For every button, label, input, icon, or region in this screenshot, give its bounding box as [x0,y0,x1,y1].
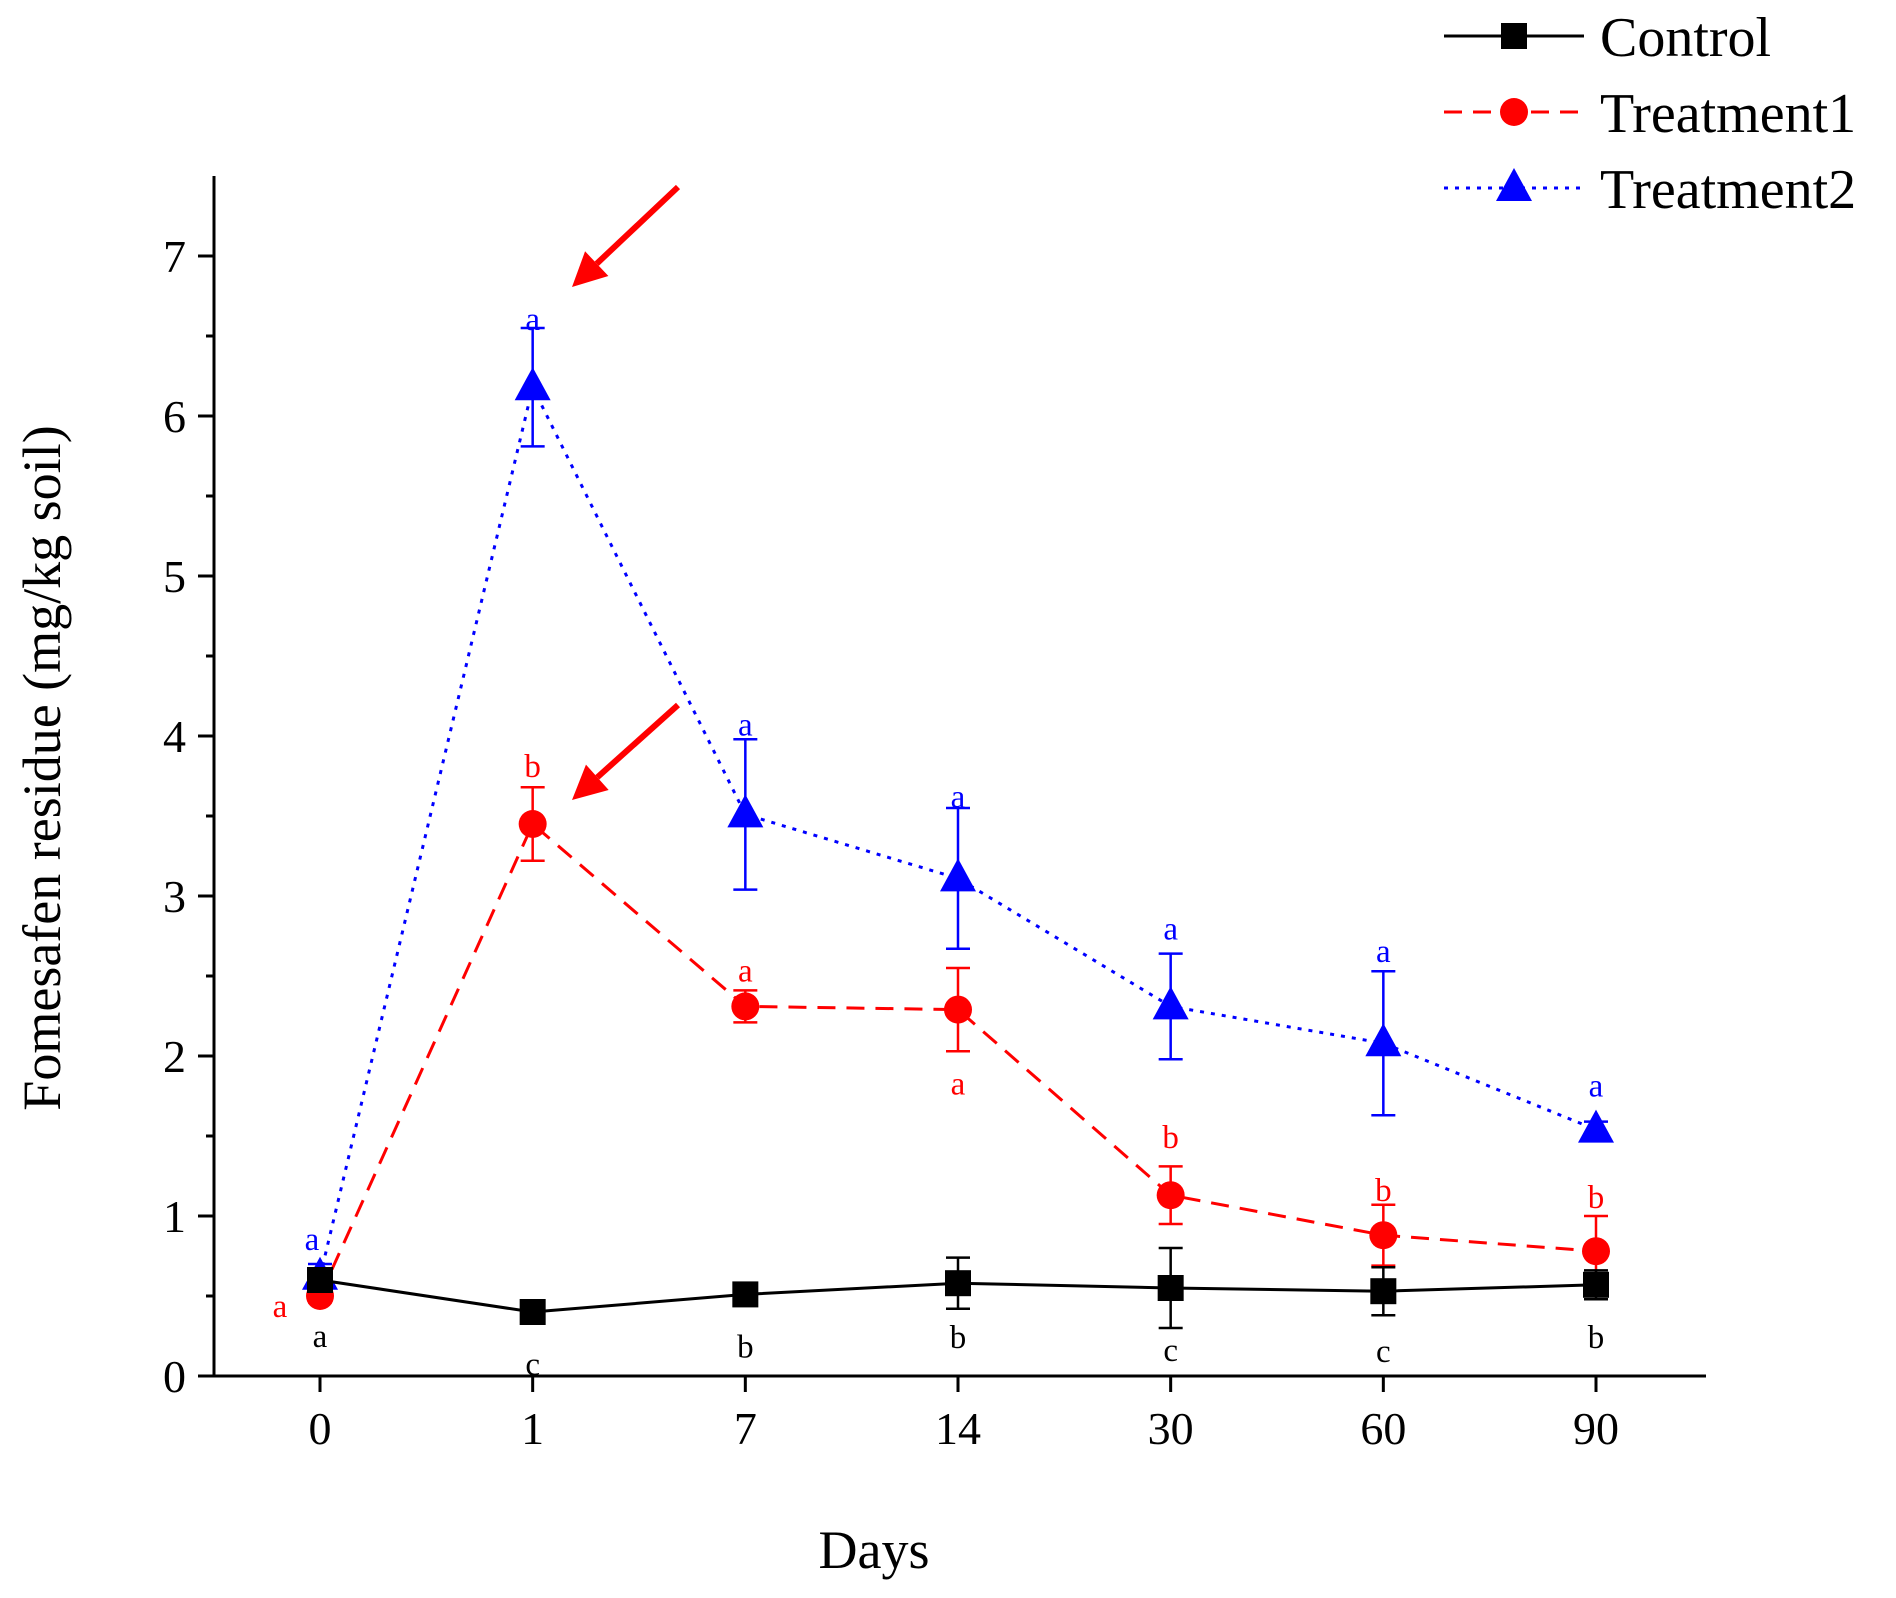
y-tick-label: 1 [163,1191,186,1242]
x-tick-label: 30 [1148,1403,1194,1454]
legend-item-control: Control [1444,7,1771,69]
significance-letter: b [1588,1320,1605,1356]
legend-label: Control [1600,7,1771,69]
significance-letter: a [313,1319,328,1355]
y-tick-label: 3 [163,871,186,922]
data-point [1157,1275,1184,1301]
significance-letter: a [1163,911,1178,947]
significance-letter: b [1375,1173,1392,1209]
significance-letter: b [1162,1120,1179,1156]
y-tick-label: 5 [163,551,186,602]
data-point [514,367,551,401]
significance-letter: a [305,1222,320,1258]
legend-marker [1501,23,1527,49]
data-point [518,810,547,838]
significance-letter: b [737,1329,754,1365]
legend: Control Treatment1 Treatment2 [1444,7,1856,221]
arrow-head [572,251,609,287]
significance-letter: c [525,1347,540,1383]
x-tick-label: 1 [521,1403,544,1454]
data-point [1582,1237,1610,1266]
y-tick-label: 0 [163,1351,186,1402]
y-tick-label: 2 [163,1031,186,1082]
significance-letter: c [1163,1333,1178,1369]
arrow-shaft [594,184,681,266]
arrow-shaft [595,702,681,780]
data-point [731,992,760,1021]
data-point [727,794,764,828]
significance-letter: b [950,1320,967,1356]
significance-letter: b [1588,1180,1605,1216]
data-point [1578,1109,1614,1143]
data-point [944,995,972,1024]
axes: 0 1 2 3 4 5 6 7 0 1 7 14 30 60 90 [163,176,1706,1454]
significance-letter: a [1589,1069,1604,1105]
data-point [945,1270,971,1297]
data-point [1370,1278,1397,1305]
legend-item-treatment1: Treatment1 [1444,83,1856,145]
x-axis-label: Days [819,1520,930,1580]
x-tick-label: 60 [1360,1403,1406,1454]
annotation-arrow [572,184,681,287]
data-point [1369,1221,1398,1250]
y-tick-label: 7 [163,231,186,282]
y-axis-label: Fomesafen residue (mg/kg soil) [12,425,72,1110]
significance-letter: b [524,749,541,785]
series-treatment2: a a a a a a a [302,302,1614,1291]
significance-letter: a [951,1067,966,1103]
data-point [1156,1181,1185,1210]
y-tick-label: 4 [163,711,186,762]
annotation-layer [572,184,681,800]
x-tick-label: 14 [935,1403,981,1454]
x-tick-label: 0 [309,1403,332,1454]
data-point [1365,1023,1402,1057]
data-point [1152,986,1189,1020]
significance-letter: a [951,779,966,815]
significance-letter: a [525,302,540,338]
data-point [1583,1271,1609,1298]
significance-letter: a [738,953,753,989]
y-tick-label: 6 [163,391,186,442]
legend-marker [1500,98,1528,126]
data-point [519,1299,546,1325]
data-point [307,1267,333,1293]
annotation-arrow [572,702,681,800]
legend-label: Treatment2 [1600,159,1856,221]
x-tick-label: 90 [1573,1403,1619,1454]
data-point [940,858,976,892]
significance-letter: a [273,1289,288,1325]
arrow-head [572,764,609,800]
significance-letter: a [738,707,753,743]
legend-label: Treatment1 [1600,83,1856,145]
legend-item-treatment2: Treatment2 [1444,159,1856,221]
significance-letter: a [1376,934,1391,970]
series-control: ac b b c c b [307,1246,1609,1383]
legend-marker [1496,168,1532,201]
significance-letter: c [1376,1334,1391,1370]
data-point [732,1281,759,1308]
x-tick-label: 7 [734,1403,757,1454]
